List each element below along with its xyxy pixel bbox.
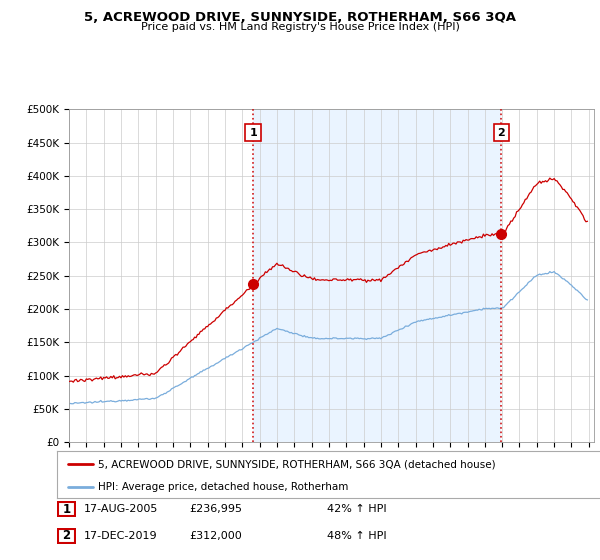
FancyBboxPatch shape	[58, 502, 75, 516]
Bar	[253, 109, 502, 442]
Text: £312,000: £312,000	[189, 531, 242, 541]
Text: 2: 2	[497, 128, 505, 138]
Text: Price paid vs. HM Land Registry's House Price Index (HPI): Price paid vs. HM Land Registry's House …	[140, 22, 460, 32]
Text: 17-AUG-2005: 17-AUG-2005	[84, 504, 158, 514]
Text: 2: 2	[62, 529, 71, 543]
Text: 1: 1	[249, 128, 257, 138]
FancyBboxPatch shape	[58, 529, 75, 543]
Text: 5, ACREWOOD DRIVE, SUNNYSIDE, ROTHERHAM, S66 3QA: 5, ACREWOOD DRIVE, SUNNYSIDE, ROTHERHAM,…	[84, 11, 516, 24]
Text: 1: 1	[62, 502, 71, 516]
Text: 17-DEC-2019: 17-DEC-2019	[84, 531, 158, 541]
Text: £236,995: £236,995	[189, 504, 242, 514]
Text: HPI: Average price, detached house, Rotherham: HPI: Average price, detached house, Roth…	[98, 482, 349, 492]
Text: 42% ↑ HPI: 42% ↑ HPI	[327, 504, 386, 514]
Text: 5, ACREWOOD DRIVE, SUNNYSIDE, ROTHERHAM, S66 3QA (detached house): 5, ACREWOOD DRIVE, SUNNYSIDE, ROTHERHAM,…	[98, 459, 496, 469]
Text: 48% ↑ HPI: 48% ↑ HPI	[327, 531, 386, 541]
